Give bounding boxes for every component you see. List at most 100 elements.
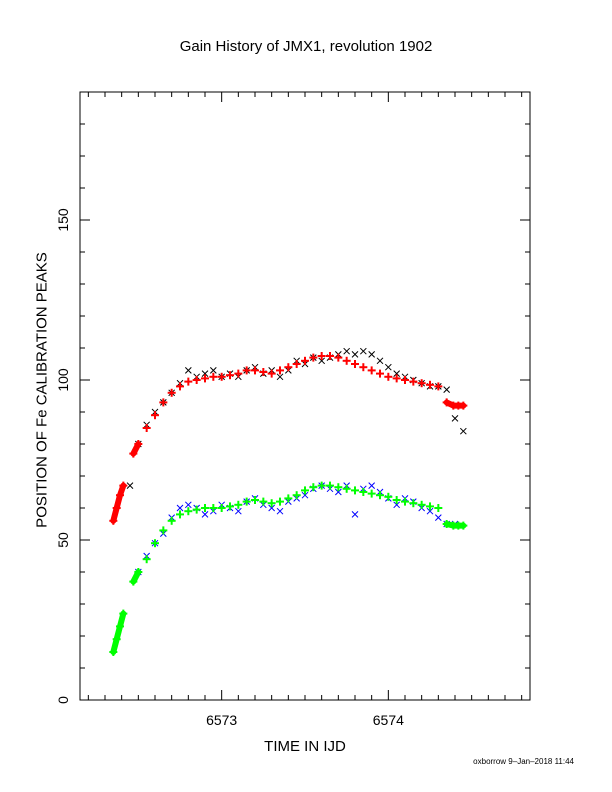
data-point xyxy=(126,482,134,489)
y-tick-label: 0 xyxy=(55,696,71,704)
data-point xyxy=(159,398,168,407)
data-point xyxy=(318,357,326,365)
fit-curve xyxy=(110,610,127,655)
data-point xyxy=(284,494,293,503)
fit-curve xyxy=(443,521,467,529)
data-point xyxy=(351,360,359,368)
data-point xyxy=(176,504,184,512)
data-point xyxy=(226,502,234,511)
data-point xyxy=(426,502,434,511)
data-point xyxy=(151,411,159,420)
data-point xyxy=(276,507,284,515)
data-point xyxy=(284,363,293,372)
data-point xyxy=(334,483,343,492)
data-point xyxy=(267,499,276,508)
data-point xyxy=(151,539,159,548)
data-point xyxy=(142,424,151,432)
data-point xyxy=(409,499,418,508)
data-point xyxy=(384,492,393,501)
y-tick-label: 150 xyxy=(55,208,71,232)
data-point xyxy=(317,481,326,490)
data-point xyxy=(376,357,384,365)
data-point xyxy=(234,369,243,378)
data-point xyxy=(367,366,376,375)
data-point xyxy=(259,497,268,506)
data-point xyxy=(276,373,284,381)
data-point xyxy=(359,363,368,372)
data-point xyxy=(167,388,176,397)
data-point xyxy=(351,486,359,495)
data-point xyxy=(201,511,209,518)
data-point xyxy=(359,347,367,355)
data-point xyxy=(342,484,351,493)
data-point xyxy=(309,353,318,362)
data-point xyxy=(201,370,209,377)
data-point xyxy=(167,516,176,525)
data-point xyxy=(184,367,192,374)
data-point xyxy=(359,488,368,496)
fit-curve xyxy=(130,441,142,457)
plot-frame xyxy=(79,91,531,701)
data-point xyxy=(184,501,192,509)
data-point xyxy=(393,501,401,509)
data-point xyxy=(301,491,309,499)
data-point xyxy=(351,511,359,518)
data-point xyxy=(368,351,376,358)
data-point xyxy=(451,415,459,422)
x-tick-label: 6573 xyxy=(206,712,237,728)
data-point xyxy=(292,491,301,500)
data-point xyxy=(334,488,342,496)
data-point xyxy=(334,353,343,362)
data-point xyxy=(309,483,318,492)
fit-curve xyxy=(130,569,142,585)
data-point xyxy=(251,366,259,375)
data-point xyxy=(217,504,226,512)
data-point xyxy=(301,356,309,365)
fit-curve xyxy=(110,482,127,524)
data-point xyxy=(367,489,376,498)
data-point xyxy=(401,376,409,384)
data-point xyxy=(176,382,184,391)
data-point xyxy=(434,514,442,521)
data-point xyxy=(434,504,443,512)
data-point xyxy=(351,351,359,358)
data-point xyxy=(384,372,393,381)
data-point xyxy=(384,363,392,371)
data-point xyxy=(234,507,242,515)
data-point xyxy=(259,368,268,376)
data-point xyxy=(201,374,209,383)
data-point xyxy=(368,482,376,489)
data-point xyxy=(376,491,384,500)
data-point xyxy=(192,376,201,384)
data-point xyxy=(276,366,284,375)
data-point xyxy=(226,371,234,380)
data-point xyxy=(409,377,418,386)
data-point xyxy=(443,386,451,393)
data-point xyxy=(276,497,284,506)
x-tick-label: 6574 xyxy=(373,712,404,728)
x-axis-label: TIME IN IJD xyxy=(264,738,346,755)
data-point xyxy=(417,379,426,388)
data-point xyxy=(292,360,301,368)
data-point xyxy=(184,507,193,516)
data-point xyxy=(426,507,434,515)
data-point xyxy=(159,526,168,535)
data-point xyxy=(209,372,218,381)
chart-title: Gain History of JMX1, revolution 1902 xyxy=(179,38,433,55)
data-point xyxy=(268,504,276,512)
data-point xyxy=(342,356,351,365)
y-tick-label: 100 xyxy=(55,368,71,392)
data-point xyxy=(343,347,351,355)
data-point xyxy=(209,367,217,374)
data-point xyxy=(176,510,184,519)
footer-stamp: oxborrow 9–Jan–2018 11:44 xyxy=(473,757,574,766)
data-point xyxy=(267,369,276,378)
data-point xyxy=(326,481,334,490)
data-point xyxy=(242,497,251,506)
data-point xyxy=(401,497,409,506)
data-point xyxy=(317,352,326,360)
y-tick-label: 50 xyxy=(55,532,71,548)
data-point xyxy=(251,496,259,504)
data-point xyxy=(434,382,443,391)
